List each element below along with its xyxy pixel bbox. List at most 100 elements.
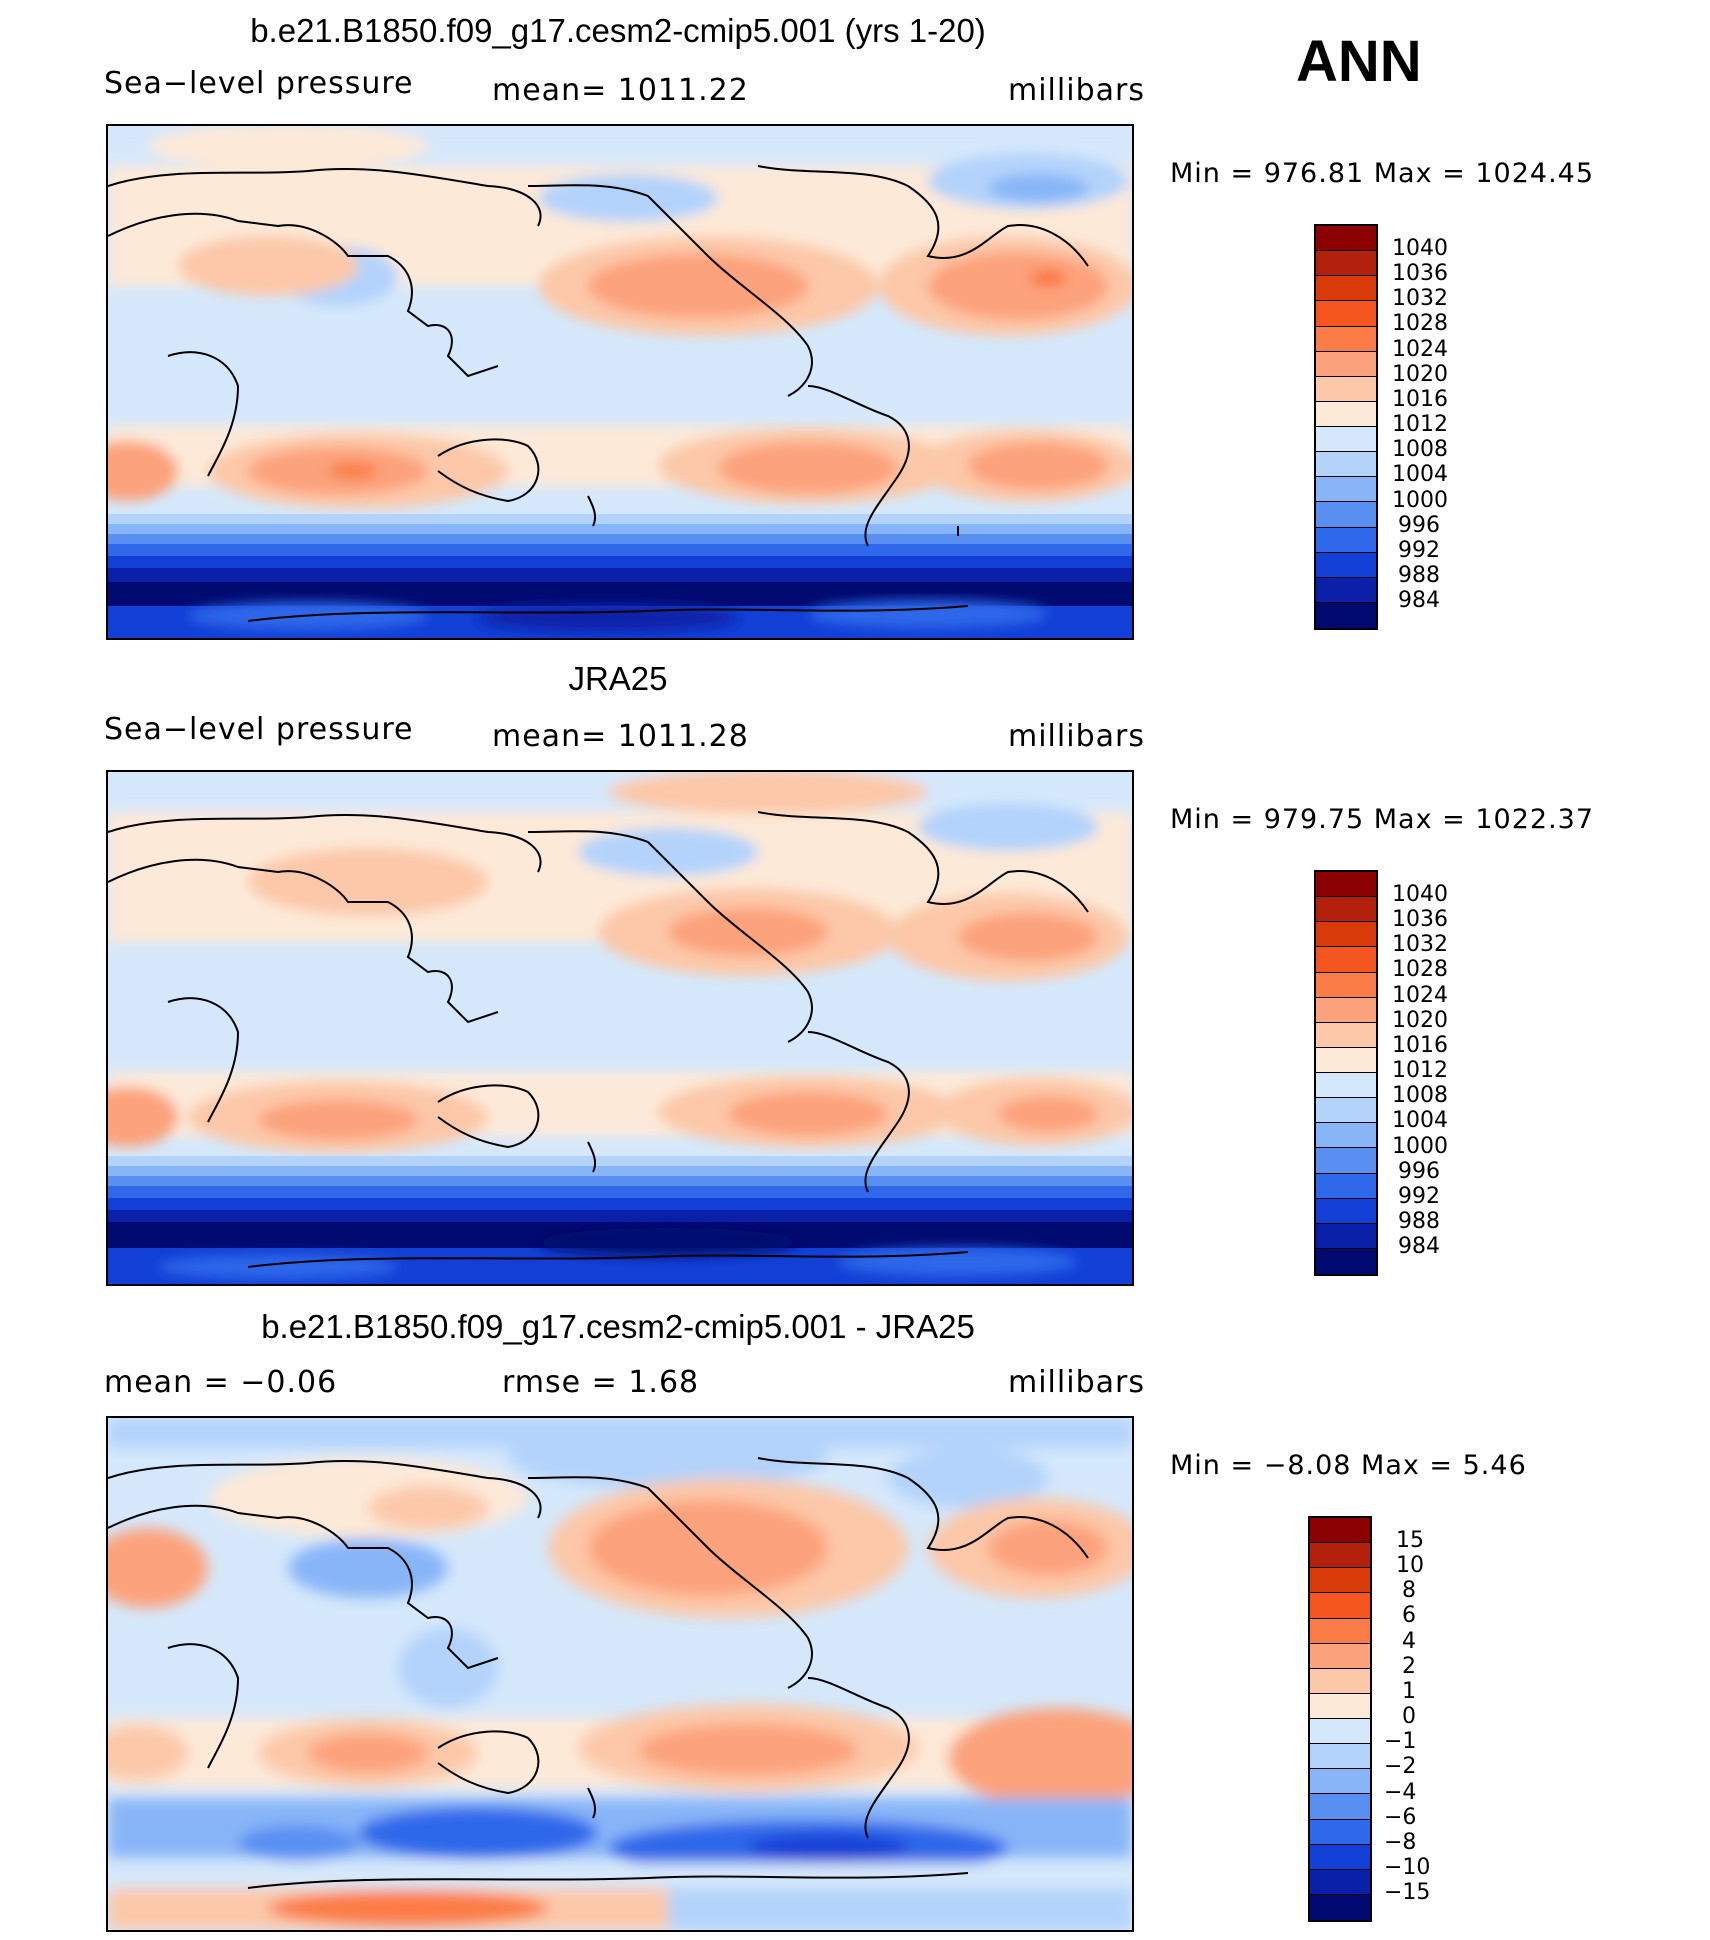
colorbar-label: 1020 xyxy=(1392,1008,1448,1033)
colorbar-label: 992 xyxy=(1398,538,1440,563)
colorbar-swatch xyxy=(1316,301,1376,327)
panel-2-min-max: Min = 979.75 Max = 1022.37 xyxy=(1170,804,1595,835)
colorbar-label: 1032 xyxy=(1392,286,1448,311)
colorbar-label: 1008 xyxy=(1392,437,1448,462)
colorbar-swatch xyxy=(1316,1198,1376,1224)
colorbar-swatch xyxy=(1316,1022,1376,1048)
colorbar-label: 996 xyxy=(1398,1159,1440,1184)
colorbar-label: 988 xyxy=(1398,1209,1440,1234)
colorbar-swatch xyxy=(1310,1693,1370,1719)
colorbar-label: 1016 xyxy=(1392,387,1448,412)
colorbar-label: −2 xyxy=(1384,1754,1417,1779)
colorbar-swatch xyxy=(1316,351,1376,377)
colorbar-label: 1012 xyxy=(1392,1058,1448,1083)
colorbar-swatch xyxy=(1316,552,1376,578)
panel-1-map xyxy=(106,124,1134,640)
colorbar-label: −8 xyxy=(1384,1830,1417,1855)
panel-2-title: JRA25 xyxy=(568,660,668,697)
panel-3-colorbar xyxy=(1308,1516,1372,1922)
panel-1-units-label: millibars xyxy=(1008,73,1145,108)
colorbar-swatch xyxy=(1316,947,1376,973)
colorbar-swatch xyxy=(1310,1844,1370,1870)
colorbar-swatch xyxy=(1310,1618,1370,1644)
colorbar-swatch xyxy=(1316,376,1376,402)
panel-2-colorbar xyxy=(1314,870,1378,1276)
colorbar-label: −15 xyxy=(1384,1880,1431,1905)
colorbar-swatch xyxy=(1310,1568,1370,1594)
colorbar-label: 1040 xyxy=(1392,882,1448,907)
colorbar-label: 1028 xyxy=(1392,957,1448,982)
colorbar-label: 1028 xyxy=(1392,311,1448,336)
colorbar-label: −4 xyxy=(1384,1780,1417,1805)
colorbar-swatch xyxy=(1316,1047,1376,1073)
colorbar-label: 4 xyxy=(1402,1629,1416,1654)
colorbar-label: 0 xyxy=(1402,1704,1416,1729)
panel-2-variable-label: Sea−level pressure xyxy=(104,712,414,747)
colorbar-label: 1024 xyxy=(1392,983,1448,1008)
colorbar-swatch xyxy=(1310,1593,1370,1619)
colorbar-swatch xyxy=(1310,1869,1370,1895)
colorbar-swatch xyxy=(1316,1223,1376,1249)
panel-1-variable-label: Sea−level pressure xyxy=(104,66,414,101)
panel-3-units-label: millibars xyxy=(1008,1365,1145,1400)
colorbar-swatch xyxy=(1310,1719,1370,1745)
colorbar-swatch xyxy=(1316,872,1376,898)
colorbar-label: 1036 xyxy=(1392,261,1448,286)
colorbar-swatch xyxy=(1316,477,1376,503)
colorbar-swatch xyxy=(1316,577,1376,603)
colorbar-swatch xyxy=(1316,427,1376,453)
colorbar-label: 1004 xyxy=(1392,462,1448,487)
colorbar-swatch xyxy=(1316,1073,1376,1099)
panel-3-rmse-label: rmse = 1.68 xyxy=(502,1365,700,1400)
panel-3-map xyxy=(106,1416,1134,1932)
colorbar-swatch xyxy=(1316,997,1376,1023)
colorbar-label: 1020 xyxy=(1392,362,1448,387)
colorbar-label: 15 xyxy=(1396,1528,1424,1553)
colorbar-swatch xyxy=(1310,1894,1370,1920)
colorbar-label: 1012 xyxy=(1392,412,1448,437)
colorbar-label: 996 xyxy=(1398,513,1440,538)
colorbar-label: −6 xyxy=(1384,1805,1417,1830)
colorbar-swatch xyxy=(1316,527,1376,553)
season-label: ANN xyxy=(1296,29,1422,94)
colorbar-swatch xyxy=(1310,1794,1370,1820)
colorbar-label: 1 xyxy=(1402,1679,1416,1704)
colorbar-swatch xyxy=(1316,897,1376,923)
panel-3-title: b.e21.B1850.f09_g17.cesm2-cmip5.001 - JR… xyxy=(261,1308,975,1345)
colorbar-swatch xyxy=(1316,922,1376,948)
panel-3-mean-label: mean = −0.06 xyxy=(104,1365,338,1400)
colorbar-swatch xyxy=(1316,226,1376,252)
colorbar-label: 1008 xyxy=(1392,1083,1448,1108)
panel-3-min-max: Min = −8.08 Max = 5.46 xyxy=(1170,1450,1527,1481)
panel-1-min-max: Min = 976.81 Max = 1024.45 xyxy=(1170,158,1595,189)
colorbar-label: 1016 xyxy=(1392,1033,1448,1058)
colorbar-swatch xyxy=(1316,326,1376,352)
colorbar-label: −1 xyxy=(1384,1729,1417,1754)
colorbar-label: 992 xyxy=(1398,1184,1440,1209)
colorbar-swatch xyxy=(1316,1098,1376,1124)
panel-1-colorbar xyxy=(1314,224,1378,630)
colorbar-swatch xyxy=(1316,251,1376,277)
colorbar-label: −10 xyxy=(1384,1855,1431,1880)
colorbar-label: 2 xyxy=(1402,1654,1416,1679)
colorbar-swatch xyxy=(1310,1518,1370,1544)
colorbar-label: 1040 xyxy=(1392,236,1448,261)
colorbar-swatch xyxy=(1316,1248,1376,1274)
panel-2-map xyxy=(106,770,1134,1286)
colorbar-swatch xyxy=(1316,276,1376,302)
colorbar-swatch xyxy=(1316,1173,1376,1199)
colorbar-swatch xyxy=(1316,1123,1376,1149)
colorbar-label: 1032 xyxy=(1392,932,1448,957)
colorbar-swatch xyxy=(1310,1819,1370,1845)
colorbar-swatch xyxy=(1316,502,1376,528)
colorbar-label: 1000 xyxy=(1392,1134,1448,1159)
panel-1-mean-label: mean= 1011.22 xyxy=(492,73,749,108)
colorbar-swatch xyxy=(1316,972,1376,998)
colorbar-label: 1036 xyxy=(1392,907,1448,932)
colorbar-swatch xyxy=(1316,452,1376,478)
colorbar-label: 984 xyxy=(1398,1234,1440,1259)
colorbar-swatch xyxy=(1310,1543,1370,1569)
colorbar-swatch xyxy=(1310,1643,1370,1669)
colorbar-label: 1000 xyxy=(1392,488,1448,513)
colorbar-label: 988 xyxy=(1398,563,1440,588)
